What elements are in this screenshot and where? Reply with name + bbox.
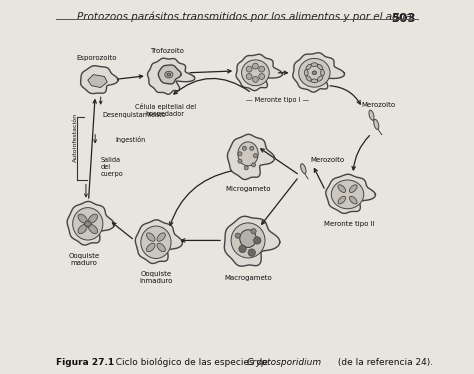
Text: Ingestión: Ingestión — [115, 137, 146, 143]
Circle shape — [253, 76, 258, 82]
Polygon shape — [88, 75, 107, 88]
Circle shape — [238, 159, 242, 163]
Ellipse shape — [369, 110, 374, 120]
Text: Desenquistamiento: Desenquistamiento — [102, 112, 166, 118]
Circle shape — [248, 249, 255, 256]
Ellipse shape — [338, 196, 346, 204]
Text: Ooquiste
inmaduro: Ooquiste inmaduro — [139, 271, 173, 284]
Ellipse shape — [89, 224, 98, 234]
Text: Esporozoito: Esporozoito — [77, 55, 117, 61]
Ellipse shape — [141, 226, 171, 258]
Circle shape — [244, 166, 248, 170]
Text: Ciclo biológico de las especies de: Ciclo biológico de las especies de — [110, 357, 271, 367]
Circle shape — [252, 163, 255, 167]
Circle shape — [253, 63, 258, 69]
Ellipse shape — [331, 180, 364, 209]
Ellipse shape — [78, 214, 87, 223]
Polygon shape — [135, 220, 182, 264]
Ellipse shape — [78, 224, 87, 234]
Ellipse shape — [238, 142, 258, 166]
Text: Protozoos parásitos transmitidos por los alimentos y por el agua: Protozoos parásitos transmitidos por los… — [77, 12, 412, 22]
Ellipse shape — [89, 214, 98, 223]
Text: Macrogameto: Macrogameto — [224, 275, 272, 281]
Ellipse shape — [320, 70, 324, 76]
Text: (de la referencia 24).: (de la referencia 24). — [335, 358, 433, 367]
Ellipse shape — [95, 77, 102, 83]
Ellipse shape — [157, 243, 165, 252]
Text: Merozoito: Merozoito — [362, 102, 396, 108]
Text: Salida
del
cuerpo: Salida del cuerpo — [100, 157, 123, 177]
Ellipse shape — [146, 233, 155, 241]
Ellipse shape — [306, 76, 311, 81]
Ellipse shape — [338, 185, 346, 193]
Ellipse shape — [73, 208, 103, 240]
Polygon shape — [81, 66, 118, 94]
Text: — Meronte tipo I —: — Meronte tipo I — — [246, 97, 309, 103]
Ellipse shape — [306, 64, 311, 70]
Circle shape — [259, 66, 264, 72]
Circle shape — [259, 74, 264, 79]
Polygon shape — [326, 174, 375, 214]
Text: Microgameto: Microgameto — [225, 186, 271, 192]
Text: Célula epitelial del
hospedador: Célula epitelial del hospedador — [135, 103, 196, 117]
Ellipse shape — [146, 243, 155, 252]
Ellipse shape — [349, 185, 357, 193]
Ellipse shape — [231, 223, 265, 258]
Circle shape — [235, 233, 240, 238]
Ellipse shape — [157, 233, 165, 241]
Circle shape — [238, 152, 242, 156]
Polygon shape — [236, 54, 283, 91]
Ellipse shape — [299, 58, 330, 87]
Text: Trofozoito: Trofozoito — [150, 47, 184, 53]
Ellipse shape — [349, 196, 357, 204]
Polygon shape — [293, 53, 345, 92]
Ellipse shape — [318, 76, 323, 81]
Circle shape — [254, 154, 257, 158]
Circle shape — [250, 146, 254, 150]
Text: Merozoito: Merozoito — [310, 157, 345, 163]
Polygon shape — [158, 65, 181, 84]
Circle shape — [254, 237, 261, 244]
Text: Cryptosporidium: Cryptosporidium — [246, 358, 321, 367]
Ellipse shape — [84, 221, 91, 227]
Polygon shape — [147, 58, 195, 94]
Circle shape — [239, 245, 246, 252]
Ellipse shape — [304, 70, 308, 76]
Circle shape — [246, 74, 252, 79]
Ellipse shape — [374, 119, 379, 129]
Polygon shape — [67, 202, 114, 245]
Text: Figura 27.1: Figura 27.1 — [56, 358, 115, 367]
Text: 503: 503 — [391, 12, 416, 25]
Text: Ooquiste
maduro: Ooquiste maduro — [69, 252, 100, 266]
Ellipse shape — [311, 79, 318, 83]
Ellipse shape — [312, 71, 317, 75]
Circle shape — [242, 146, 246, 150]
Ellipse shape — [242, 60, 269, 86]
Circle shape — [251, 229, 256, 234]
Ellipse shape — [318, 64, 323, 70]
Ellipse shape — [311, 63, 318, 67]
Circle shape — [246, 66, 252, 72]
Polygon shape — [228, 134, 274, 180]
Ellipse shape — [301, 164, 306, 174]
Ellipse shape — [165, 71, 173, 78]
Ellipse shape — [167, 73, 171, 76]
Polygon shape — [224, 216, 280, 266]
Text: Autoinfestación: Autoinfestación — [73, 113, 78, 162]
Ellipse shape — [240, 230, 256, 248]
Text: Meronte tipo II: Meronte tipo II — [324, 221, 374, 227]
